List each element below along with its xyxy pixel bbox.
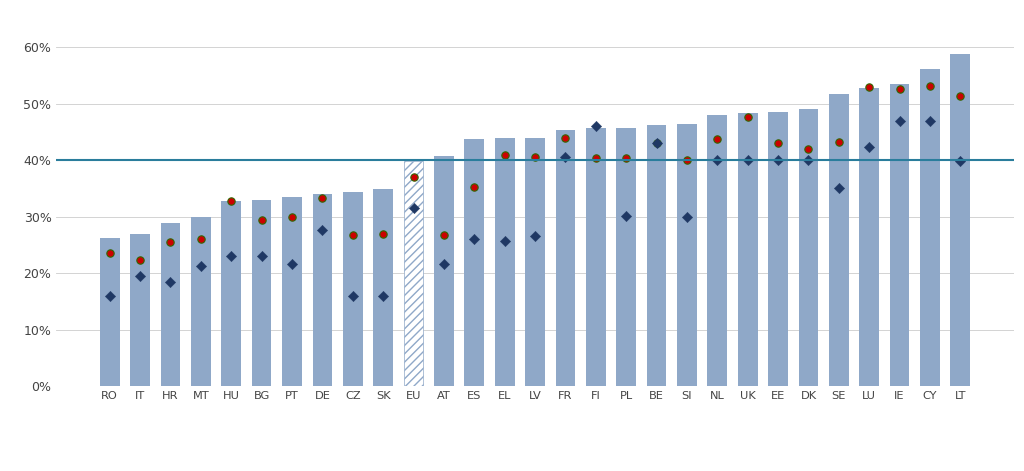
Point (101, 292, 118, 300)
Point (710, 156, 726, 163)
Point (344, 292, 360, 300)
Point (466, 184, 482, 191)
Point (466, 236, 482, 243)
Point (284, 260, 300, 268)
Legend: 2017, 2013, 2008, EU2020 Target: 2017, 2013, 2008, EU2020 Target (353, 467, 717, 471)
Bar (799, 109, 818, 386)
Point (922, 117, 938, 125)
Point (375, 292, 391, 300)
Point (162, 278, 178, 285)
Point (801, 156, 817, 163)
Bar (890, 84, 909, 386)
Point (284, 213, 300, 221)
Point (648, 139, 665, 147)
Point (679, 213, 695, 220)
Bar (616, 128, 636, 386)
Bar (161, 223, 180, 386)
Point (527, 153, 544, 161)
Point (588, 122, 604, 130)
Point (922, 82, 938, 90)
Bar (859, 89, 879, 386)
Bar (465, 138, 484, 386)
Point (406, 204, 422, 211)
Bar (312, 194, 332, 386)
Bar (343, 192, 362, 386)
Point (344, 231, 360, 238)
Point (618, 154, 635, 162)
Point (801, 145, 817, 153)
Bar (921, 69, 940, 386)
Point (193, 263, 209, 270)
Point (435, 260, 452, 268)
Point (314, 194, 331, 202)
Bar (100, 237, 120, 386)
Point (557, 134, 573, 141)
Point (739, 156, 756, 164)
Point (497, 151, 513, 159)
Bar (586, 128, 605, 386)
Point (830, 138, 847, 146)
Bar (374, 189, 393, 386)
Bar (403, 161, 423, 386)
Point (253, 252, 269, 260)
Point (132, 272, 148, 280)
Point (162, 238, 178, 246)
Bar (434, 156, 454, 386)
Bar (525, 138, 545, 386)
Point (223, 252, 240, 260)
Point (223, 197, 240, 204)
Point (497, 237, 513, 245)
Point (375, 230, 391, 237)
Point (314, 226, 331, 234)
Point (679, 156, 695, 164)
Bar (950, 55, 971, 386)
Point (132, 256, 148, 263)
Bar (191, 217, 211, 386)
Bar (252, 200, 271, 386)
Point (952, 157, 969, 164)
Point (739, 114, 756, 121)
Bar (708, 115, 727, 386)
Point (892, 117, 908, 125)
Point (861, 143, 878, 151)
Bar (221, 201, 241, 386)
Point (770, 139, 786, 146)
Point (861, 83, 878, 91)
Point (527, 233, 544, 240)
Bar (768, 112, 787, 386)
Point (406, 173, 422, 180)
Point (557, 154, 573, 161)
Point (648, 139, 665, 147)
Point (193, 236, 209, 243)
Bar (738, 113, 758, 386)
Point (830, 185, 847, 192)
Point (618, 212, 635, 220)
Bar (677, 124, 696, 386)
Bar (556, 130, 575, 386)
Bar (647, 124, 667, 386)
Bar (283, 197, 302, 386)
Point (710, 135, 726, 142)
Point (588, 154, 604, 162)
Point (435, 231, 452, 238)
Point (101, 249, 118, 257)
Bar (130, 234, 150, 386)
Point (253, 216, 269, 224)
Bar (829, 94, 849, 386)
Bar (495, 138, 514, 386)
Point (770, 156, 786, 164)
Point (952, 92, 969, 100)
Point (892, 85, 908, 93)
